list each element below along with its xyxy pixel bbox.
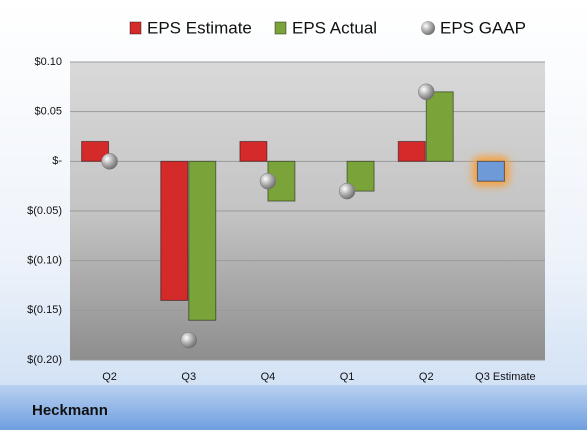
bar xyxy=(239,140,268,162)
legend-item: EPS Estimate xyxy=(129,18,252,37)
x-tick-label: Q1 xyxy=(340,371,355,383)
bar xyxy=(81,140,110,162)
gaap-marker xyxy=(338,182,356,200)
y-tick-label: $(0.15) xyxy=(27,304,62,316)
y-tick-label: $(0.05) xyxy=(27,205,62,217)
footer-band xyxy=(0,385,587,430)
bar xyxy=(160,160,189,301)
gaap-marker xyxy=(418,83,435,101)
legend-label: EPS Estimate xyxy=(147,18,252,37)
bar xyxy=(188,160,217,321)
legend-label: EPS Actual xyxy=(292,18,377,37)
x-tick-label: Q3 xyxy=(181,371,196,383)
x-tick-label: Q4 xyxy=(261,371,276,383)
y-tick-label: $0.10 xyxy=(34,56,62,68)
y-tick-label: $0.05 xyxy=(34,106,62,118)
y-tick-label: $- xyxy=(52,155,62,167)
y-tick-label: $(0.20) xyxy=(27,354,62,366)
legend-item: EPS GAAP xyxy=(421,18,526,37)
y-tick-label: $(0.10) xyxy=(27,255,62,267)
bar xyxy=(425,91,454,162)
legend-item: EPS Actual xyxy=(274,18,377,37)
x-tick-label: Q2 xyxy=(419,371,434,383)
bar xyxy=(476,160,505,182)
bar xyxy=(397,140,426,162)
legend-marker xyxy=(274,21,287,35)
gaap-marker xyxy=(259,172,277,190)
x-tick-label: Q3 Estimate xyxy=(475,371,536,383)
gaap-marker xyxy=(101,153,118,170)
footer-label: Heckmann xyxy=(32,402,108,419)
legend-marker xyxy=(129,21,142,35)
gaap-marker xyxy=(180,331,197,349)
legend-marker xyxy=(421,21,435,35)
legend-label: EPS GAAP xyxy=(440,18,526,37)
x-tick-label: Q2 xyxy=(102,371,117,383)
